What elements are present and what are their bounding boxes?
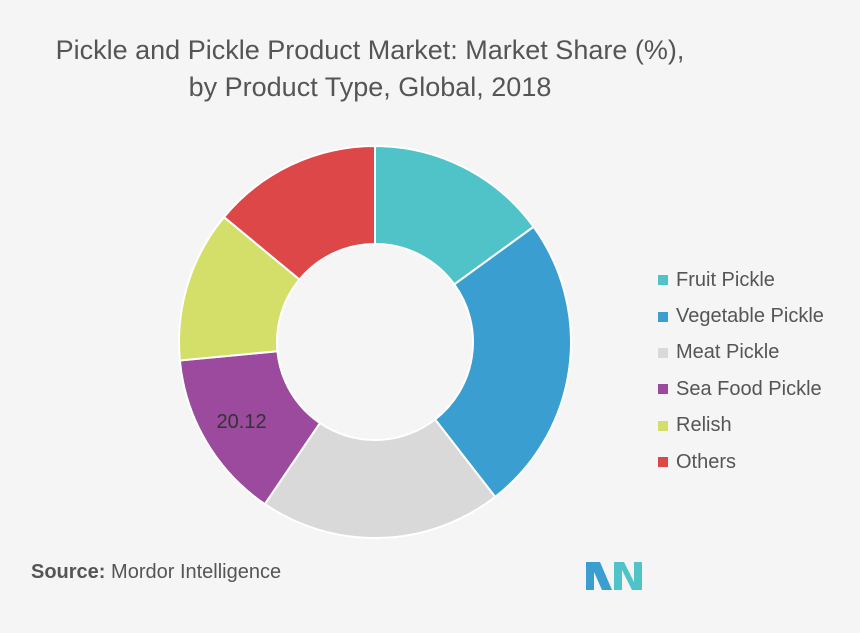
legend-label-fruit-pickle: Fruit Pickle <box>676 268 775 291</box>
legend-label-vegetable-pickle: Vegetable Pickle <box>676 305 824 328</box>
chart-title: Pickle and Pickle Product Market: Market… <box>0 32 740 106</box>
source-note: Source: Mordor Intelligence <box>31 561 281 584</box>
legend-item-relish: Relish <box>658 408 824 444</box>
legend-swatch-fruit-pickle <box>658 275 668 286</box>
legend-item-meat-pickle: Meat Pickle <box>658 335 824 371</box>
donut-slice-meat-pickle <box>263 418 497 539</box>
mordor-intelligence-logo-icon <box>586 562 642 590</box>
donut-slice-vegetable-pickle <box>433 225 572 499</box>
legend-item-fruit-pickle: Fruit Pickle <box>658 262 824 298</box>
legend-label-sea-food-pickle: Sea Food Pickle <box>676 377 822 400</box>
source-text: Mordor Intelligence <box>111 561 282 583</box>
legend-swatch-others <box>658 457 668 468</box>
legend-swatch-sea-food-pickle <box>658 384 668 395</box>
legend-label-relish: Relish <box>676 414 732 437</box>
chart-title-line-1: Pickle and Pickle Product Market: Market… <box>55 35 685 65</box>
legend-item-sea-food-pickle: Sea Food Pickle <box>658 371 824 407</box>
source-label: Source: <box>31 561 106 583</box>
legend-item-others: Others <box>658 444 824 480</box>
legend-label-others: Others <box>676 450 737 473</box>
legend-swatch-vegetable-pickle <box>658 311 668 322</box>
legend-item-vegetable-pickle: Vegetable Pickle <box>658 298 824 334</box>
legend-label-meat-pickle: Meat Pickle <box>676 341 780 364</box>
legend-swatch-relish <box>658 420 668 431</box>
chart-legend: Fruit Pickle Vegetable Pickle Meat Pickle S… <box>658 262 824 480</box>
chart-title-line-2: by Product Type, Global, 2018 <box>188 72 552 102</box>
legend-swatch-meat-pickle <box>658 347 668 358</box>
data-label-sea-food-pickle: 20.12 <box>217 411 267 433</box>
donut-slice-others <box>222 144 376 281</box>
